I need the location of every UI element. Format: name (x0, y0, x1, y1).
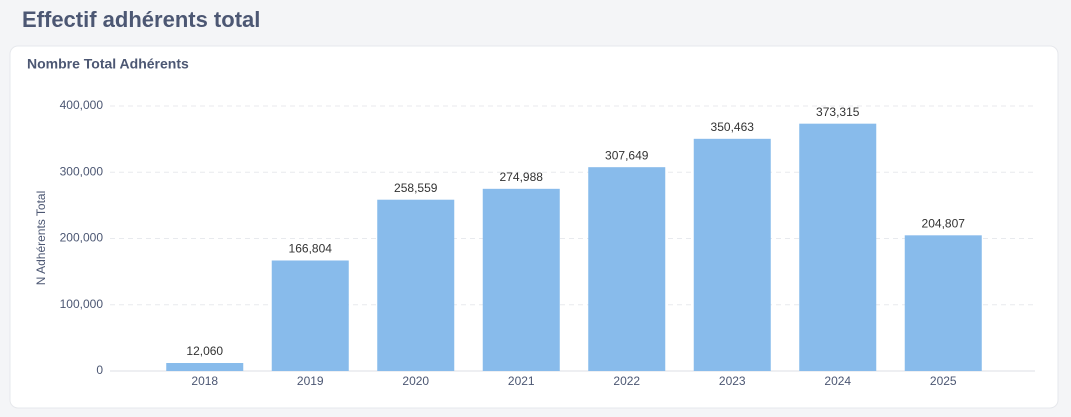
x-tick-label: 2021 (508, 374, 535, 388)
x-tick-label: 2025 (930, 374, 957, 388)
y-tick-label: 300,000 (60, 164, 104, 178)
x-tick-label: 2019 (297, 374, 324, 388)
x-tick-label: 2024 (824, 374, 851, 388)
bar (588, 167, 666, 371)
x-tick-label: 2022 (613, 374, 640, 388)
value-label: 307,649 (605, 148, 649, 162)
bar (904, 235, 982, 371)
bar (166, 363, 244, 371)
value-label: 12,060 (186, 344, 223, 358)
bar (271, 260, 349, 371)
value-label: 373,315 (816, 105, 860, 119)
y-tick-label: 400,000 (60, 98, 104, 112)
value-label: 350,463 (711, 120, 755, 134)
value-label: 274,988 (500, 170, 544, 184)
value-label: 258,559 (394, 181, 438, 195)
bar (482, 188, 560, 371)
bar (799, 123, 877, 372)
x-tick-label: 2020 (402, 374, 429, 388)
x-tick-label: 2023 (719, 374, 746, 388)
y-tick-label: 200,000 (60, 231, 104, 245)
page-title: Effectif adhérents total (22, 7, 260, 32)
value-label: 204,807 (922, 216, 966, 230)
y-axis-title: N Adhérents Total (34, 191, 48, 286)
bar (693, 138, 771, 371)
chart-title: Nombre Total Adhérents (27, 56, 189, 72)
bar (377, 199, 455, 371)
y-tick-label: 100,000 (60, 297, 104, 311)
y-tick-label: 0 (96, 363, 103, 377)
x-tick-label: 2018 (191, 374, 218, 388)
value-label: 166,804 (289, 242, 333, 256)
